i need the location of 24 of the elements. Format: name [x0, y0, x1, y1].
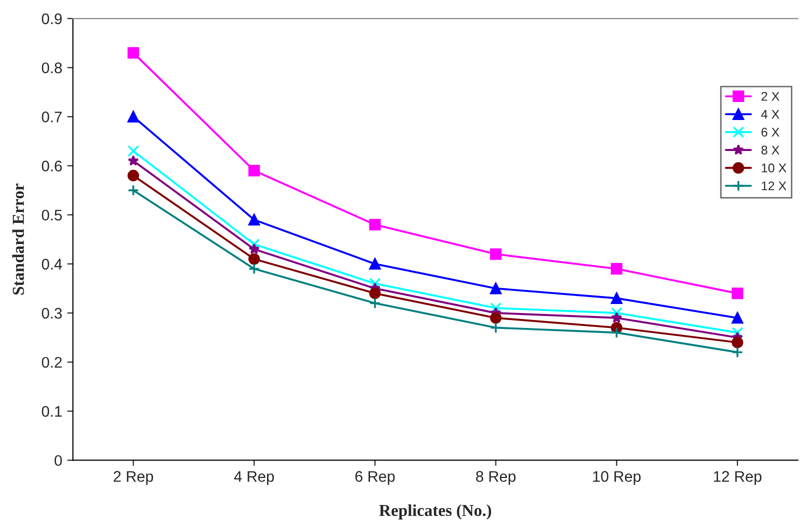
y-axis-title: Standard Error [12, 184, 24, 295]
y-tick-label: 0.7 [42, 112, 62, 122]
legend-label: 2 X [762, 92, 780, 101]
y-tick-label: 0.5 [42, 210, 62, 221]
legend-label: 10 X [762, 164, 786, 172]
legend-label: 8 X [761, 146, 780, 154]
legend-label: 4 X [761, 110, 780, 119]
x-tick-label: 12 Rep [714, 471, 762, 485]
x-tick-label: 10 Rep [593, 471, 641, 485]
x-tick-label: 8 Rep [476, 471, 516, 485]
y-tick-label: 0.8 [42, 62, 62, 74]
y-tick-label: 0.1 [42, 406, 62, 417]
y-tick-label: 0 [54, 455, 62, 466]
x-tick-label: 4 Rep [234, 471, 274, 485]
x-axis-title: Replicates (No.) [379, 504, 492, 520]
x-tick-label: 6 Rep [355, 471, 395, 485]
legend-label: 12 X [762, 181, 786, 190]
y-tick-label: 0.4 [42, 258, 62, 270]
y-tick-label: 0.3 [42, 308, 62, 319]
y-tick-label: 0.9 [42, 13, 62, 24]
x-tick-label: 2 Rep [114, 471, 154, 485]
y-tick-label: 0.6 [42, 160, 62, 172]
y-tick-label: 0.2 [42, 356, 62, 368]
legend-label: 6 X [762, 128, 780, 137]
